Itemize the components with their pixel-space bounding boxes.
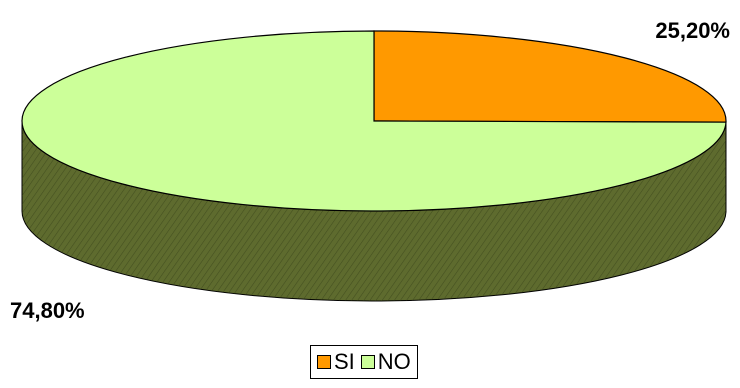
legend-label-no: NO [377,349,411,374]
legend-swatch-si [317,355,331,369]
data-label-no: 74,80% [10,298,85,323]
pie-side-hatch-no [22,121,726,302]
legend-label-si: SI [334,349,355,374]
pie-slice-si [373,30,727,123]
pie-slice-no [21,30,727,212]
legend-item-si: SI [317,351,355,373]
legend: SI NO [310,345,418,379]
legend-swatch-no [360,355,375,369]
pie-tops [21,30,727,212]
legend-item-no: NO [360,349,411,374]
data-label-si: 25,20% [655,18,730,43]
